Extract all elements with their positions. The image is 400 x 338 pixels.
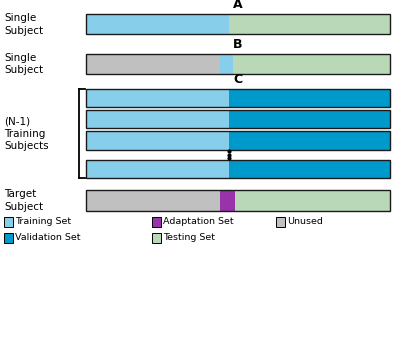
Bar (220, 54, 234, 74)
Bar (4, 233, 13, 243)
Text: Testing Set: Testing Set (163, 234, 215, 242)
Bar (229, 160, 390, 178)
Bar (86, 89, 229, 107)
Bar (86, 160, 390, 178)
Text: Training Set: Training Set (15, 217, 71, 226)
Bar (86, 190, 220, 211)
Text: Single
Subject: Single Subject (4, 13, 43, 35)
Text: Target
Subject: Target Subject (4, 189, 43, 212)
Bar (86, 110, 229, 128)
Text: Adaptation Set: Adaptation Set (163, 217, 234, 226)
Bar (86, 54, 390, 74)
Bar (229, 14, 390, 34)
Bar (86, 160, 229, 178)
Text: B: B (233, 39, 243, 51)
Bar (152, 217, 161, 227)
Bar (234, 54, 390, 74)
Text: C: C (234, 73, 242, 86)
Bar (86, 14, 229, 34)
Bar (229, 89, 390, 107)
Bar (86, 89, 390, 107)
Text: (N-1)
Training
Subjects: (N-1) Training Subjects (4, 116, 49, 151)
Bar (220, 190, 235, 211)
Text: Validation Set: Validation Set (15, 234, 80, 242)
Bar (86, 110, 390, 128)
Bar (276, 217, 285, 227)
Bar (229, 131, 390, 150)
Bar (86, 131, 229, 150)
Bar (86, 14, 390, 34)
Bar (4, 217, 13, 227)
Bar (86, 190, 390, 211)
Text: A: A (233, 0, 243, 11)
Bar (235, 190, 390, 211)
Text: Unused: Unused (287, 217, 323, 226)
Bar (86, 54, 220, 74)
Bar (152, 233, 161, 243)
Bar (229, 110, 390, 128)
Text: Single
Subject: Single Subject (4, 53, 43, 75)
Bar (86, 131, 390, 150)
